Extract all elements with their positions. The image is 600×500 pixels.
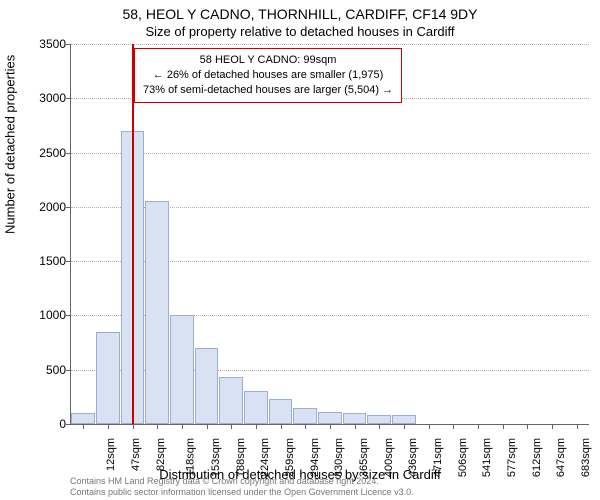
x-tick-mark [429, 424, 430, 429]
histogram-bar [195, 348, 219, 424]
annotation-line: ← 26% of detached houses are smaller (1,… [143, 68, 393, 83]
x-tick-mark [231, 424, 232, 429]
y-tick-label: 2500 [26, 146, 66, 160]
x-tick-mark [182, 424, 183, 429]
x-tick-label: 683sqm [580, 438, 592, 477]
x-tick-label: 153sqm [210, 438, 222, 477]
y-tick-mark [66, 261, 71, 262]
x-tick-mark [404, 424, 405, 429]
histogram-bar [71, 413, 95, 424]
credits-text: Contains HM Land Registry data © Crown c… [70, 476, 590, 498]
gridline [71, 153, 589, 154]
x-tick-label: 294sqm [309, 438, 321, 477]
x-tick-label: 12sqm [105, 438, 117, 471]
annotation-box: 58 HEOL Y CADNO: 99sqm← 26% of detached … [134, 48, 402, 103]
y-tick-label: 0 [26, 417, 66, 431]
x-tick-label: 541sqm [481, 438, 493, 477]
x-tick-mark [281, 424, 282, 429]
x-tick-mark [379, 424, 380, 429]
histogram-bar [367, 415, 391, 424]
x-tick-label: 82sqm [155, 438, 167, 471]
histogram-bar [170, 315, 194, 424]
gridline [71, 44, 589, 45]
x-tick-mark [527, 424, 528, 429]
y-tick-label: 3500 [26, 37, 66, 51]
y-tick-label: 500 [26, 363, 66, 377]
x-tick-label: 647sqm [555, 438, 567, 477]
histogram-bar [293, 408, 317, 424]
histogram-bar [318, 412, 342, 424]
chart-title-line1: 58, HEOL Y CADNO, THORNHILL, CARDIFF, CF… [0, 6, 600, 22]
x-tick-label: 188sqm [235, 438, 247, 477]
histogram-bar [343, 413, 367, 424]
x-tick-mark [453, 424, 454, 429]
x-tick-label: 330sqm [333, 438, 345, 477]
x-tick-mark [503, 424, 504, 429]
histogram-bar [219, 377, 243, 424]
y-axis-label: Number of detached properties [3, 55, 18, 234]
y-tick-label: 2000 [26, 200, 66, 214]
x-tick-mark [330, 424, 331, 429]
x-tick-label: 259sqm [284, 438, 296, 477]
y-tick-mark [66, 370, 71, 371]
x-tick-label: 47sqm [130, 438, 142, 471]
x-tick-mark [207, 424, 208, 429]
x-tick-label: 436sqm [407, 438, 419, 477]
x-tick-label: 577sqm [506, 438, 518, 477]
y-tick-mark [66, 98, 71, 99]
annotation-line: 58 HEOL Y CADNO: 99sqm [143, 53, 393, 68]
x-tick-mark [133, 424, 134, 429]
x-tick-label: 365sqm [358, 438, 370, 477]
x-tick-label: 118sqm [185, 438, 197, 476]
x-tick-label: 506sqm [457, 438, 469, 477]
y-tick-mark [66, 424, 71, 425]
histogram-bar [96, 332, 120, 424]
chart-title-line2: Size of property relative to detached ho… [0, 24, 600, 39]
x-tick-mark [157, 424, 158, 429]
x-tick-label: 471sqm [432, 438, 444, 477]
chart-container: 58, HEOL Y CADNO, THORNHILL, CARDIFF, CF… [0, 0, 600, 500]
y-tick-label: 3000 [26, 91, 66, 105]
x-tick-mark [478, 424, 479, 429]
x-tick-mark [108, 424, 109, 429]
y-tick-mark [66, 153, 71, 154]
x-tick-mark [552, 424, 553, 429]
histogram-bar [392, 415, 416, 424]
x-tick-mark [83, 424, 84, 429]
x-tick-label: 612sqm [531, 438, 543, 477]
x-tick-mark [577, 424, 578, 429]
y-tick-mark [66, 44, 71, 45]
x-tick-mark [256, 424, 257, 429]
histogram-bar [244, 391, 268, 424]
credits-line2: Contains public sector information licen… [70, 487, 590, 498]
x-tick-mark [305, 424, 306, 429]
annotation-line: 73% of semi-detached houses are larger (… [143, 83, 393, 98]
histogram-bar [269, 399, 293, 424]
credits-line1: Contains HM Land Registry data © Crown c… [70, 476, 590, 487]
y-tick-label: 1000 [26, 308, 66, 322]
y-tick-label: 1500 [26, 254, 66, 268]
y-tick-mark [66, 315, 71, 316]
histogram-bar [145, 201, 169, 424]
x-tick-mark [355, 424, 356, 429]
x-tick-label: 224sqm [259, 438, 271, 477]
y-tick-mark [66, 207, 71, 208]
x-tick-label: 400sqm [383, 438, 395, 477]
